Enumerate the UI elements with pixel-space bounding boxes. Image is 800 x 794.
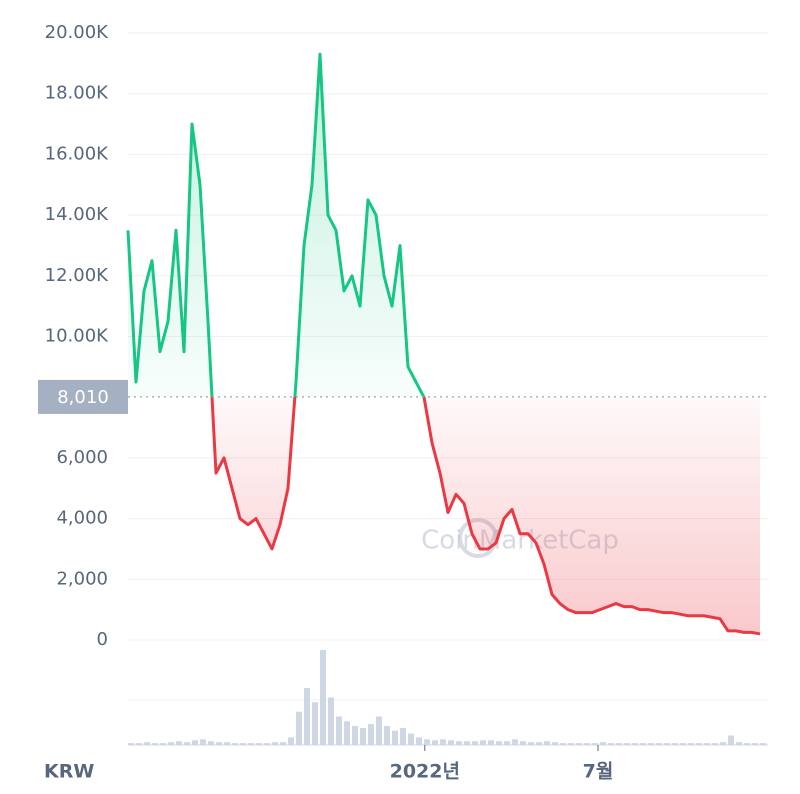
- volume-bar: [328, 697, 334, 745]
- volume-bar: [272, 742, 278, 745]
- volume-bar: [696, 743, 702, 745]
- volume-bar: [128, 743, 134, 745]
- volume-bar: [640, 743, 646, 745]
- volume-bar: [192, 740, 198, 745]
- volume-bar: [672, 743, 678, 745]
- volume-bar: [744, 743, 750, 745]
- volume-bar: [752, 743, 758, 745]
- price-line: [126, 52, 761, 636]
- y-tick-label: 2,000: [56, 568, 108, 589]
- volume-bar: [688, 743, 694, 745]
- volume-bar: [224, 742, 230, 745]
- volume-bar: [216, 742, 222, 745]
- volume-bar: [368, 724, 374, 745]
- volume-bar: [376, 716, 382, 745]
- volume-bar: [440, 739, 446, 745]
- volume-bar: [424, 739, 430, 745]
- volume-bar: [312, 702, 318, 745]
- volume-bar: [560, 743, 566, 745]
- volume-bar: [592, 743, 598, 745]
- volume-bar: [504, 741, 510, 745]
- volume-bar: [624, 743, 630, 745]
- volume-bar: [648, 743, 654, 745]
- volume-bar: [608, 743, 614, 745]
- volume-bar: [160, 743, 166, 745]
- volume-bar: [240, 743, 246, 745]
- volume-bar: [584, 743, 590, 745]
- volume-bar: [456, 741, 462, 745]
- baseline-label-box: [38, 379, 128, 414]
- x-tick-label: 2022년: [390, 761, 460, 783]
- volume-bar: [496, 741, 502, 745]
- volume-bar: [392, 730, 398, 745]
- volume-bar: [184, 742, 190, 745]
- volume-bar: [248, 743, 254, 745]
- volume-bar: [352, 726, 358, 745]
- volume-bar: [168, 742, 174, 745]
- volume-bar: [448, 740, 454, 745]
- volume-bar: [256, 743, 262, 745]
- volume-bar: [536, 742, 542, 745]
- volume-bar: [656, 743, 662, 745]
- volume-bar: [664, 743, 670, 745]
- volume-bar: [512, 739, 518, 745]
- volume-bar: [264, 743, 270, 745]
- y-tick-label: 4,000: [56, 508, 108, 529]
- volume-bar: [320, 650, 326, 745]
- volume-bar: [712, 743, 718, 745]
- volume-bar: [600, 742, 606, 745]
- volume-bar: [728, 735, 734, 745]
- volume-bar: [152, 743, 158, 745]
- volume-bar: [232, 743, 238, 745]
- volume-bar: [568, 743, 574, 745]
- volume-bar: [464, 741, 470, 745]
- volume-bar: [416, 737, 422, 745]
- volume-bar: [200, 739, 206, 745]
- baseline-label: 8,010: [57, 387, 109, 408]
- volume-bar: [480, 740, 486, 745]
- currency-label: KRW: [44, 761, 94, 783]
- y-tick-label: 12.00K: [45, 265, 110, 286]
- volume-bar: [176, 741, 182, 745]
- volume-bar: [400, 727, 406, 745]
- volume-bar: [384, 726, 390, 745]
- y-tick-label: 6,000: [56, 447, 108, 468]
- y-tick-label: 0: [97, 629, 108, 650]
- volume-bar: [408, 733, 414, 745]
- y-tick-label: 20.00K: [45, 22, 110, 43]
- volume-bar: [432, 740, 438, 745]
- volume-bar: [208, 741, 214, 745]
- volume-bar: [144, 742, 150, 745]
- volume-bar: [360, 727, 366, 745]
- volume-bar: [632, 743, 638, 745]
- volume-bar: [336, 716, 342, 745]
- volume-bar: [280, 742, 286, 745]
- volume-bar: [720, 742, 726, 745]
- y-tick-label: 10.00K: [45, 326, 110, 347]
- volume-bar: [576, 743, 582, 745]
- volume-bar: [616, 743, 622, 745]
- y-tick-label: 14.00K: [45, 204, 110, 225]
- volume-bar: [552, 742, 558, 745]
- volume-bar: [296, 711, 302, 745]
- volume-bar: [472, 741, 478, 745]
- volume-bar: [704, 743, 710, 745]
- y-tick-label: 16.00K: [45, 143, 110, 164]
- volume-bar: [288, 737, 294, 745]
- y-tick-label: 18.00K: [45, 83, 110, 104]
- volume-bar: [136, 743, 142, 745]
- volume-bar: [528, 742, 534, 745]
- area: [128, 54, 760, 634]
- volume-bar: [680, 743, 686, 745]
- volume-bar: [520, 741, 526, 745]
- volume-bar: [344, 721, 350, 745]
- volume-bar: [760, 743, 766, 745]
- x-tick-label: 7월: [583, 761, 614, 783]
- volume-bar: [488, 740, 494, 745]
- volume-bar: [544, 741, 550, 745]
- volume-bar: [304, 688, 310, 745]
- volume-bar: [736, 742, 742, 745]
